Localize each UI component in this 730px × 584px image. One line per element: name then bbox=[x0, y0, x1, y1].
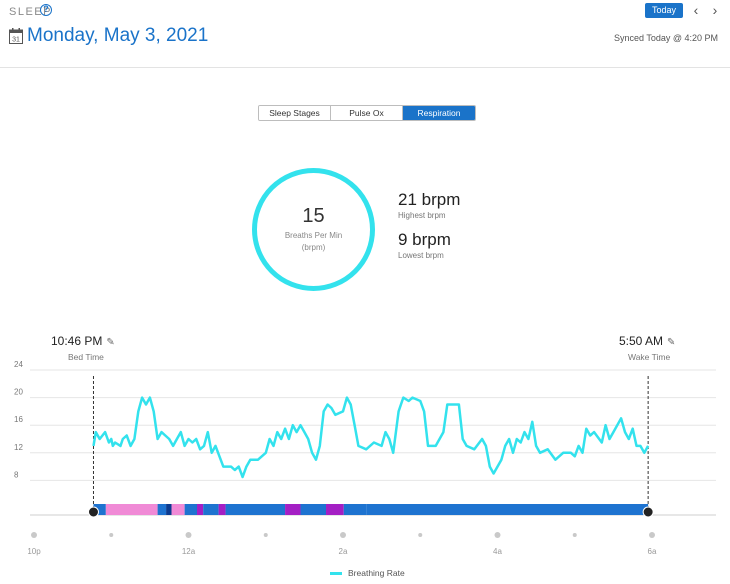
sleep-stage-segment bbox=[184, 504, 197, 515]
calendar-day: 31 bbox=[12, 37, 20, 44]
x-tick-label: 12a bbox=[182, 547, 196, 556]
x-tick-dot bbox=[31, 532, 37, 538]
legend-swatch bbox=[330, 571, 342, 575]
sleep-stage-segment bbox=[225, 504, 286, 515]
x-tick-dot bbox=[109, 533, 114, 537]
sleep-stage-segment bbox=[105, 504, 158, 515]
average-label-line1: Breaths Per Min bbox=[284, 231, 343, 240]
lowest-value: 9 brpm bbox=[398, 230, 451, 249]
sleep-stage-segment bbox=[93, 504, 106, 515]
average-value: 15 bbox=[302, 205, 325, 227]
wake-icon bbox=[642, 506, 654, 518]
sleep-stage-segment bbox=[285, 504, 301, 515]
x-tick-dot bbox=[494, 532, 501, 538]
sleep-stage-segment bbox=[166, 504, 172, 515]
y-tick-label: 24 bbox=[14, 360, 23, 369]
y-tick-label: 16 bbox=[14, 415, 23, 424]
x-tick-dot bbox=[572, 533, 577, 537]
pencil-icon[interactable]: ✎ bbox=[106, 337, 115, 348]
respiration-chart: 8 12 16 20 24 10p 12a 2a 4a 6a bbox=[14, 360, 716, 556]
sleep-stage-segment bbox=[218, 504, 226, 515]
sleep-stage-segment bbox=[157, 504, 167, 515]
chevron-left-icon[interactable]: ‹ bbox=[693, 2, 699, 18]
highest-value: 21 brpm bbox=[398, 190, 461, 209]
tab-pulse-ox[interactable]: Pulse Ox bbox=[331, 106, 403, 120]
view-tabs: Sleep Stages Pulse Ox Respiration bbox=[258, 105, 476, 121]
x-tick-label: 10p bbox=[27, 547, 41, 556]
help-icon[interactable]: ? bbox=[40, 4, 52, 16]
pencil-icon[interactable]: ✎ bbox=[667, 337, 676, 348]
y-tick-label: 20 bbox=[14, 388, 23, 397]
today-button[interactable]: Today bbox=[645, 3, 683, 18]
x-tick-dot bbox=[185, 532, 192, 538]
chevron-right-icon[interactable]: › bbox=[712, 2, 718, 18]
wake-time-label: Wake Time bbox=[628, 352, 671, 362]
sleep-stage-segment bbox=[203, 504, 219, 515]
tab-respiration[interactable]: Respiration bbox=[403, 106, 475, 120]
bed-time-value: 10:46 PM bbox=[51, 334, 103, 348]
bed-time: 10:46 PM ✎ bbox=[51, 334, 115, 348]
header: SLEEP ? 31 Monday, May 3, 2021 Today ‹ ›… bbox=[0, 0, 730, 68]
sleep-stage-segment bbox=[326, 504, 344, 515]
y-tick-label: 12 bbox=[14, 443, 23, 452]
highest-label: Highest brpm bbox=[398, 211, 446, 220]
x-tick-dot bbox=[263, 533, 268, 537]
legend-label: Breathing Rate bbox=[348, 568, 405, 578]
bed-icon bbox=[87, 506, 99, 518]
sleep-stage-segment bbox=[300, 504, 327, 515]
sleep-stage-segment bbox=[366, 504, 649, 515]
tab-sleep-stages[interactable]: Sleep Stages bbox=[259, 106, 331, 120]
x-tick-label: 2a bbox=[339, 547, 348, 556]
x-tick-dot bbox=[649, 532, 655, 538]
y-tick-label: 8 bbox=[14, 470, 19, 479]
wake-time: 5:50 AM ✎ bbox=[619, 334, 675, 348]
x-tick-dot bbox=[418, 533, 423, 537]
sleep-stage-segment bbox=[343, 504, 367, 515]
lowest-label: Lowest brpm bbox=[398, 251, 444, 260]
chart-legend: Breathing Rate bbox=[330, 568, 405, 578]
x-tick-dot bbox=[340, 532, 346, 538]
average-label: Breaths Per Min (brpm) bbox=[257, 230, 370, 254]
x-tick-label: 6a bbox=[648, 547, 657, 556]
synced-status: Synced Today @ 4:20 PM bbox=[613, 33, 718, 43]
calendar-icon[interactable]: 31 bbox=[9, 28, 23, 44]
x-tick-label: 4a bbox=[493, 547, 502, 556]
breathing-rate-line bbox=[92, 396, 650, 479]
average-label-line2: (brpm) bbox=[301, 243, 326, 252]
sleep-stage-segment bbox=[171, 504, 185, 515]
wake-time-value: 5:50 AM bbox=[619, 334, 664, 348]
page-title[interactable]: Monday, May 3, 2021 bbox=[27, 25, 209, 46]
average-ring: 15 Breaths Per Min (brpm) bbox=[252, 168, 375, 291]
bed-time-label: Bed Time bbox=[68, 352, 104, 362]
sleep-stage-segment bbox=[196, 504, 204, 515]
